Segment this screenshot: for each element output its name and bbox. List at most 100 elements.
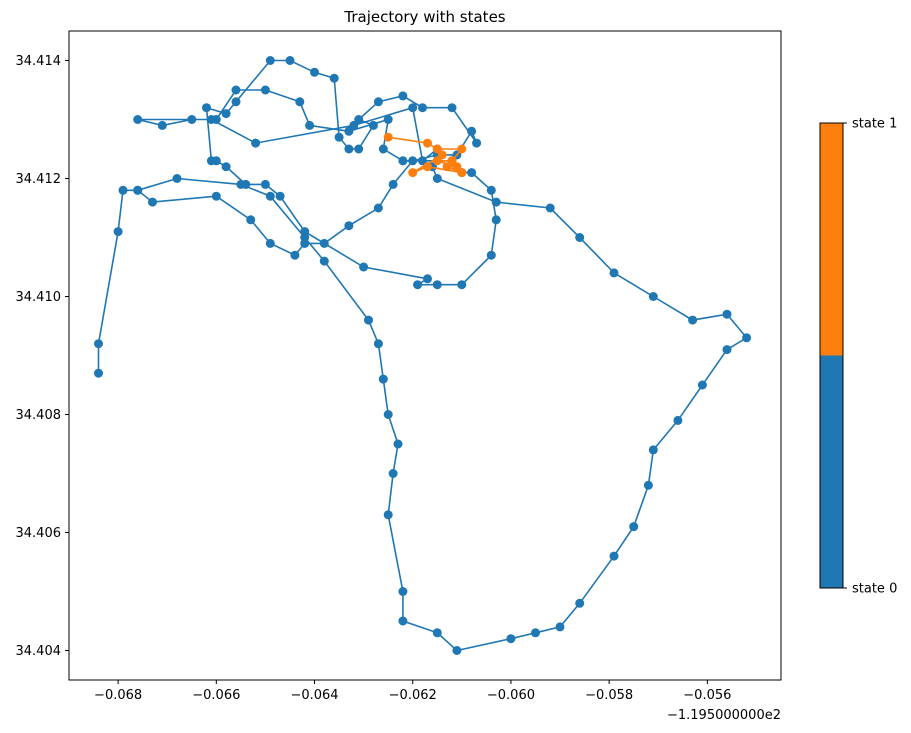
- data-point: [437, 150, 447, 160]
- chart-title: Trajectory with states: [343, 8, 505, 26]
- data-point: [383, 410, 393, 419]
- data-point: [202, 103, 211, 113]
- data-point: [319, 238, 329, 248]
- y-tick-label: 34.406: [16, 526, 62, 541]
- data-point: [472, 138, 482, 148]
- data-point: [432, 144, 442, 154]
- data-point: [373, 97, 383, 107]
- data-point: [467, 126, 477, 136]
- data-point: [378, 374, 388, 384]
- data-point: [383, 115, 393, 124]
- x-axis-offset-label: −1.195000000e2: [667, 708, 781, 723]
- data-point: [334, 132, 344, 142]
- data-point: [133, 115, 143, 124]
- data-point: [432, 280, 442, 290]
- data-point: [398, 616, 408, 626]
- data-point: [457, 144, 467, 154]
- data-point: [373, 203, 383, 213]
- data-point: [383, 510, 393, 520]
- data-point: [432, 174, 442, 183]
- data-point: [231, 85, 241, 95]
- data-point: [408, 168, 418, 178]
- data-point: [418, 156, 427, 166]
- x-tick-label: −0.066: [192, 688, 240, 703]
- data-point: [349, 120, 359, 130]
- x-tick-label: −0.064: [290, 688, 338, 703]
- data-point: [648, 445, 658, 455]
- x-axis: −0.068 −0.066 −0.064 −0.062 −0.060 −0.058 −0.0…: [94, 680, 731, 703]
- data-point: [359, 262, 369, 272]
- data-point: [447, 103, 457, 113]
- data-point: [413, 280, 423, 290]
- data-point: [300, 233, 310, 242]
- data-point: [545, 203, 555, 213]
- x-tick-label: −0.058: [585, 688, 633, 703]
- colorbar-label: state 0: [852, 582, 897, 597]
- data-point: [722, 345, 732, 355]
- data-point: [722, 309, 732, 319]
- data-point: [457, 280, 467, 290]
- data-point: [486, 185, 496, 195]
- data-point: [609, 268, 619, 278]
- y-tick-label: 34.408: [16, 408, 62, 423]
- y-tick-label: 34.412: [16, 172, 62, 187]
- data-point: [506, 634, 516, 644]
- y-tick-label: 34.410: [16, 290, 62, 305]
- data-point: [408, 156, 418, 166]
- data-point: [305, 120, 315, 130]
- data-point: [94, 339, 103, 349]
- data-point: [157, 120, 167, 130]
- data-point: [295, 97, 305, 107]
- data-point: [697, 380, 707, 390]
- data-point: [187, 115, 197, 124]
- data-point: [742, 333, 752, 343]
- data-point: [688, 315, 698, 325]
- data-point: [575, 233, 585, 242]
- y-tick-label: 34.404: [16, 644, 62, 659]
- data-point: [643, 480, 653, 490]
- data-point: [113, 227, 123, 237]
- data-point: [447, 156, 457, 166]
- data-point: [251, 138, 261, 148]
- x-tick-label: −0.062: [389, 688, 437, 703]
- data-point: [398, 156, 408, 166]
- data-point: [94, 368, 103, 378]
- data-point: [388, 469, 398, 478]
- data-point: [378, 144, 388, 154]
- data-point: [211, 156, 221, 166]
- data-point: [368, 120, 378, 130]
- data-point: [393, 439, 403, 449]
- data-point: [221, 109, 231, 119]
- data-point: [265, 191, 275, 201]
- series-1: [383, 132, 467, 178]
- data-point: [388, 179, 398, 189]
- data-point: [319, 256, 329, 266]
- colorbar-segment: [820, 123, 843, 356]
- data-point: [344, 126, 354, 136]
- data-point: [231, 97, 241, 107]
- data-point: [575, 598, 585, 608]
- data-point: [457, 168, 467, 178]
- data-point: [383, 132, 393, 142]
- data-point: [423, 162, 432, 172]
- data-point: [491, 197, 501, 207]
- plot-area: [94, 56, 752, 655]
- data-point: [265, 56, 275, 65]
- data-point: [609, 551, 619, 561]
- data-point: [648, 292, 658, 301]
- data-point: [329, 73, 339, 83]
- data-point: [354, 115, 364, 124]
- data-point: [673, 415, 683, 425]
- data-point: [260, 85, 270, 95]
- data-point: [344, 221, 354, 231]
- data-point: [423, 138, 432, 148]
- data-point: [211, 191, 221, 201]
- data-point: [236, 179, 246, 189]
- data-point: [364, 315, 373, 325]
- data-point: [452, 162, 462, 172]
- data-point: [629, 522, 639, 532]
- data-point: [285, 56, 295, 65]
- data-point: [555, 622, 565, 632]
- data-point: [290, 250, 300, 260]
- data-point: [432, 628, 442, 638]
